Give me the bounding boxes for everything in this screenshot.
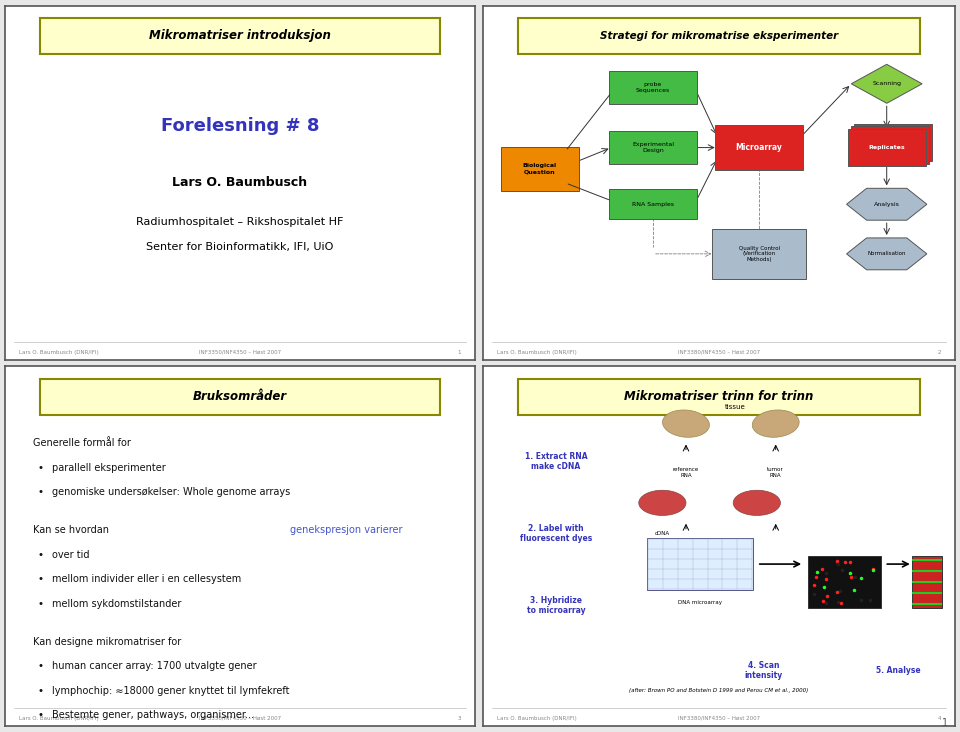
Text: Lars O. Baumbusch (DNR/IFI): Lars O. Baumbusch (DNR/IFI) (19, 716, 99, 721)
Text: 1: 1 (943, 718, 948, 728)
Text: •: • (37, 599, 43, 608)
FancyBboxPatch shape (40, 18, 440, 53)
Text: 4. Scan
intensity: 4. Scan intensity (745, 660, 783, 680)
Text: parallell eksperimenter: parallell eksperimenter (52, 463, 165, 473)
Text: Radiumhospitalet – Rikshospitalet HF: Radiumhospitalet – Rikshospitalet HF (136, 217, 344, 227)
Text: Forelesning # 8: Forelesning # 8 (160, 117, 320, 135)
Polygon shape (847, 188, 926, 220)
Text: Normalisation: Normalisation (868, 251, 906, 256)
FancyBboxPatch shape (912, 556, 942, 608)
FancyBboxPatch shape (852, 127, 929, 164)
FancyBboxPatch shape (518, 378, 920, 414)
Text: •: • (37, 686, 43, 696)
Text: 1: 1 (458, 350, 461, 355)
Text: INF3380/INF4350 – Høst 2007: INF3380/INF4350 – Høst 2007 (678, 350, 760, 355)
Text: Lars O. Baumbusch (DNR/IFI): Lars O. Baumbusch (DNR/IFI) (497, 350, 577, 355)
Text: 5. Analyse: 5. Analyse (876, 666, 921, 675)
Text: Lars O. Baumbusch (DNR/IFI): Lars O. Baumbusch (DNR/IFI) (19, 350, 99, 355)
Text: reference
RNA: reference RNA (673, 467, 699, 478)
Text: INF3380/INF4350 – Høst 2007: INF3380/INF4350 – Høst 2007 (678, 716, 760, 721)
FancyBboxPatch shape (500, 146, 579, 191)
Text: (after: Brown PO and Botstein D 1999 and Perou CM et al., 2000): (after: Brown PO and Botstein D 1999 and… (630, 687, 808, 692)
Polygon shape (847, 238, 926, 270)
Text: tumor
RNA: tumor RNA (767, 467, 784, 478)
Ellipse shape (662, 410, 709, 437)
Text: Kan designe mikromatriser for: Kan designe mikromatriser for (33, 637, 184, 647)
Text: RNA Samples: RNA Samples (632, 202, 674, 206)
FancyBboxPatch shape (518, 18, 920, 53)
Text: •: • (37, 574, 43, 584)
Text: mellom sykdomstilstander: mellom sykdomstilstander (52, 599, 181, 608)
Text: probe
Sequences: probe Sequences (636, 82, 670, 93)
Text: Lars O. Baumbusch: Lars O. Baumbusch (173, 176, 307, 190)
Text: Mikromatriser introduksjon: Mikromatriser introduksjon (149, 29, 331, 42)
FancyBboxPatch shape (40, 378, 440, 414)
Text: Lars O. Baumbusch (DNR/IFI): Lars O. Baumbusch (DNR/IFI) (497, 716, 577, 721)
Text: Kan se hvordan: Kan se hvordan (33, 525, 112, 535)
Text: over tid: over tid (52, 550, 89, 560)
FancyBboxPatch shape (647, 538, 753, 590)
Text: Generelle formål for: Generelle formål for (33, 438, 131, 448)
FancyBboxPatch shape (610, 189, 697, 220)
FancyBboxPatch shape (848, 129, 925, 166)
Ellipse shape (638, 490, 686, 515)
Text: Bestemte gener, pathways, organismer...: Bestemte gener, pathways, organismer... (52, 710, 253, 720)
Text: INF3350/INF4350 – Høst 2007: INF3350/INF4350 – Høst 2007 (199, 716, 281, 721)
Text: •: • (37, 550, 43, 560)
Text: Mikromatriser trinn for trinn: Mikromatriser trinn for trinn (624, 390, 814, 403)
Text: tissue: tissue (725, 404, 746, 411)
FancyBboxPatch shape (715, 125, 803, 170)
FancyBboxPatch shape (610, 131, 697, 165)
Text: 1. Extract RNA
make cDNA: 1. Extract RNA make cDNA (525, 452, 588, 471)
Text: 2: 2 (938, 350, 941, 355)
FancyBboxPatch shape (807, 556, 880, 608)
Text: Strategi for mikromatrise eksperimenter: Strategi for mikromatrise eksperimenter (600, 31, 838, 41)
Text: Quality Control
(Verification
Methods): Quality Control (Verification Methods) (738, 245, 780, 262)
Text: 3. Hybridize
to microarray: 3. Hybridize to microarray (527, 596, 586, 615)
Text: Microarray: Microarray (735, 143, 782, 152)
Text: human cancer array: 1700 utvalgte gener: human cancer array: 1700 utvalgte gener (52, 661, 256, 671)
Text: 3: 3 (458, 716, 461, 721)
Text: INF3350/INF4350 – Høst 2007: INF3350/INF4350 – Høst 2007 (199, 350, 281, 355)
FancyBboxPatch shape (854, 124, 932, 161)
Ellipse shape (733, 490, 780, 515)
Text: 4: 4 (938, 716, 941, 721)
Text: genekspresjon varierer: genekspresjon varierer (290, 525, 402, 535)
Text: Bruksområder: Bruksområder (193, 390, 287, 403)
FancyBboxPatch shape (610, 70, 697, 104)
Text: mellom individer eller i en cellesystem: mellom individer eller i en cellesystem (52, 574, 241, 584)
Text: spesielle formål: spesielle formål (546, 637, 624, 649)
Text: Replicates: Replicates (869, 145, 905, 150)
Polygon shape (852, 64, 923, 103)
Text: DNA microarray: DNA microarray (678, 600, 722, 605)
Text: cDNA: cDNA (655, 531, 670, 536)
Text: Analysis: Analysis (874, 202, 900, 206)
Text: •: • (37, 710, 43, 720)
Text: Experimental
Design: Experimental Design (632, 142, 674, 153)
Text: genomiske undersøkelser: Whole genome arrays: genomiske undersøkelser: Whole genome ar… (52, 487, 290, 497)
Text: •: • (37, 487, 43, 497)
Text: •: • (37, 463, 43, 473)
Text: Scanning: Scanning (873, 81, 901, 86)
Text: Senter for Bioinformatikk, IFI, UiO: Senter for Bioinformatikk, IFI, UiO (146, 242, 334, 252)
Text: Biological
Question: Biological Question (522, 163, 557, 174)
Text: 2. Label with
fluorescent dyes: 2. Label with fluorescent dyes (520, 524, 592, 543)
Text: lymphochip: ≈18000 gener knyttet til lymfekreft: lymphochip: ≈18000 gener knyttet til lym… (52, 686, 289, 696)
Text: •: • (37, 661, 43, 671)
FancyBboxPatch shape (712, 229, 806, 279)
Ellipse shape (753, 410, 799, 437)
